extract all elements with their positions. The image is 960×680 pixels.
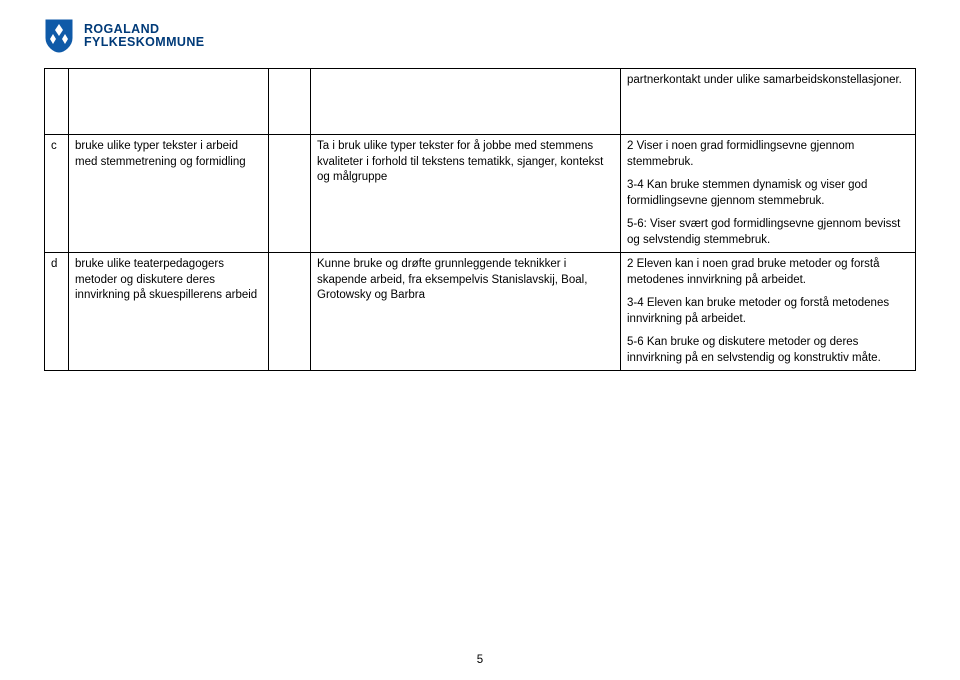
table-row: c bruke ulike typer tekster i arbeid med… bbox=[45, 135, 916, 253]
org-name: ROGALAND FYLKESKOMMUNE bbox=[84, 23, 204, 49]
table-row: d bruke ulike teaterpedagogers metoder o… bbox=[45, 253, 916, 371]
cell-a: bruke ulike teaterpedagogers metoder og … bbox=[69, 253, 269, 371]
page: ROGALAND FYLKESKOMMUNE partnerkontakt un… bbox=[0, 0, 960, 680]
cell-c bbox=[311, 69, 621, 135]
cell-label bbox=[45, 69, 69, 135]
cell-c: Ta i bruk ulike typer tekster for å jobb… bbox=[311, 135, 621, 253]
shield-icon bbox=[44, 18, 74, 54]
cell-d-p3: 5-6: Viser svært god formidlingsevne gje… bbox=[627, 217, 909, 248]
cell-a bbox=[69, 69, 269, 135]
cell-d-p2: 3-4 Kan bruke stemmen dynamisk og viser … bbox=[627, 178, 909, 209]
curriculum-table: partnerkontakt under ulike samarbeidskon… bbox=[44, 68, 916, 371]
table-row: partnerkontakt under ulike samarbeidskon… bbox=[45, 69, 916, 135]
cell-d-p1: 2 Eleven kan i noen grad bruke metoder o… bbox=[627, 257, 909, 288]
org-line-2: FYLKESKOMMUNE bbox=[84, 36, 204, 49]
header: ROGALAND FYLKESKOMMUNE bbox=[44, 18, 916, 54]
cell-label: c bbox=[45, 135, 69, 253]
page-number: 5 bbox=[0, 654, 960, 666]
cell-b bbox=[269, 253, 311, 371]
cell-d: 2 Viser i noen grad formidlingsevne gjen… bbox=[621, 135, 916, 253]
cell-d: partnerkontakt under ulike samarbeidskon… bbox=[621, 69, 916, 135]
cell-a: bruke ulike typer tekster i arbeid med s… bbox=[69, 135, 269, 253]
cell-label: d bbox=[45, 253, 69, 371]
cell-d-p2: 3-4 Eleven kan bruke metoder og forstå m… bbox=[627, 296, 909, 327]
cell-d-p1: 2 Viser i noen grad formidlingsevne gjen… bbox=[627, 139, 909, 170]
cell-c: Kunne bruke og drøfte grunnleggende tekn… bbox=[311, 253, 621, 371]
cell-d-p3: 5-6 Kan bruke og diskutere metoder og de… bbox=[627, 335, 909, 366]
cell-b bbox=[269, 135, 311, 253]
cell-b bbox=[269, 69, 311, 135]
cell-d: 2 Eleven kan i noen grad bruke metoder o… bbox=[621, 253, 916, 371]
